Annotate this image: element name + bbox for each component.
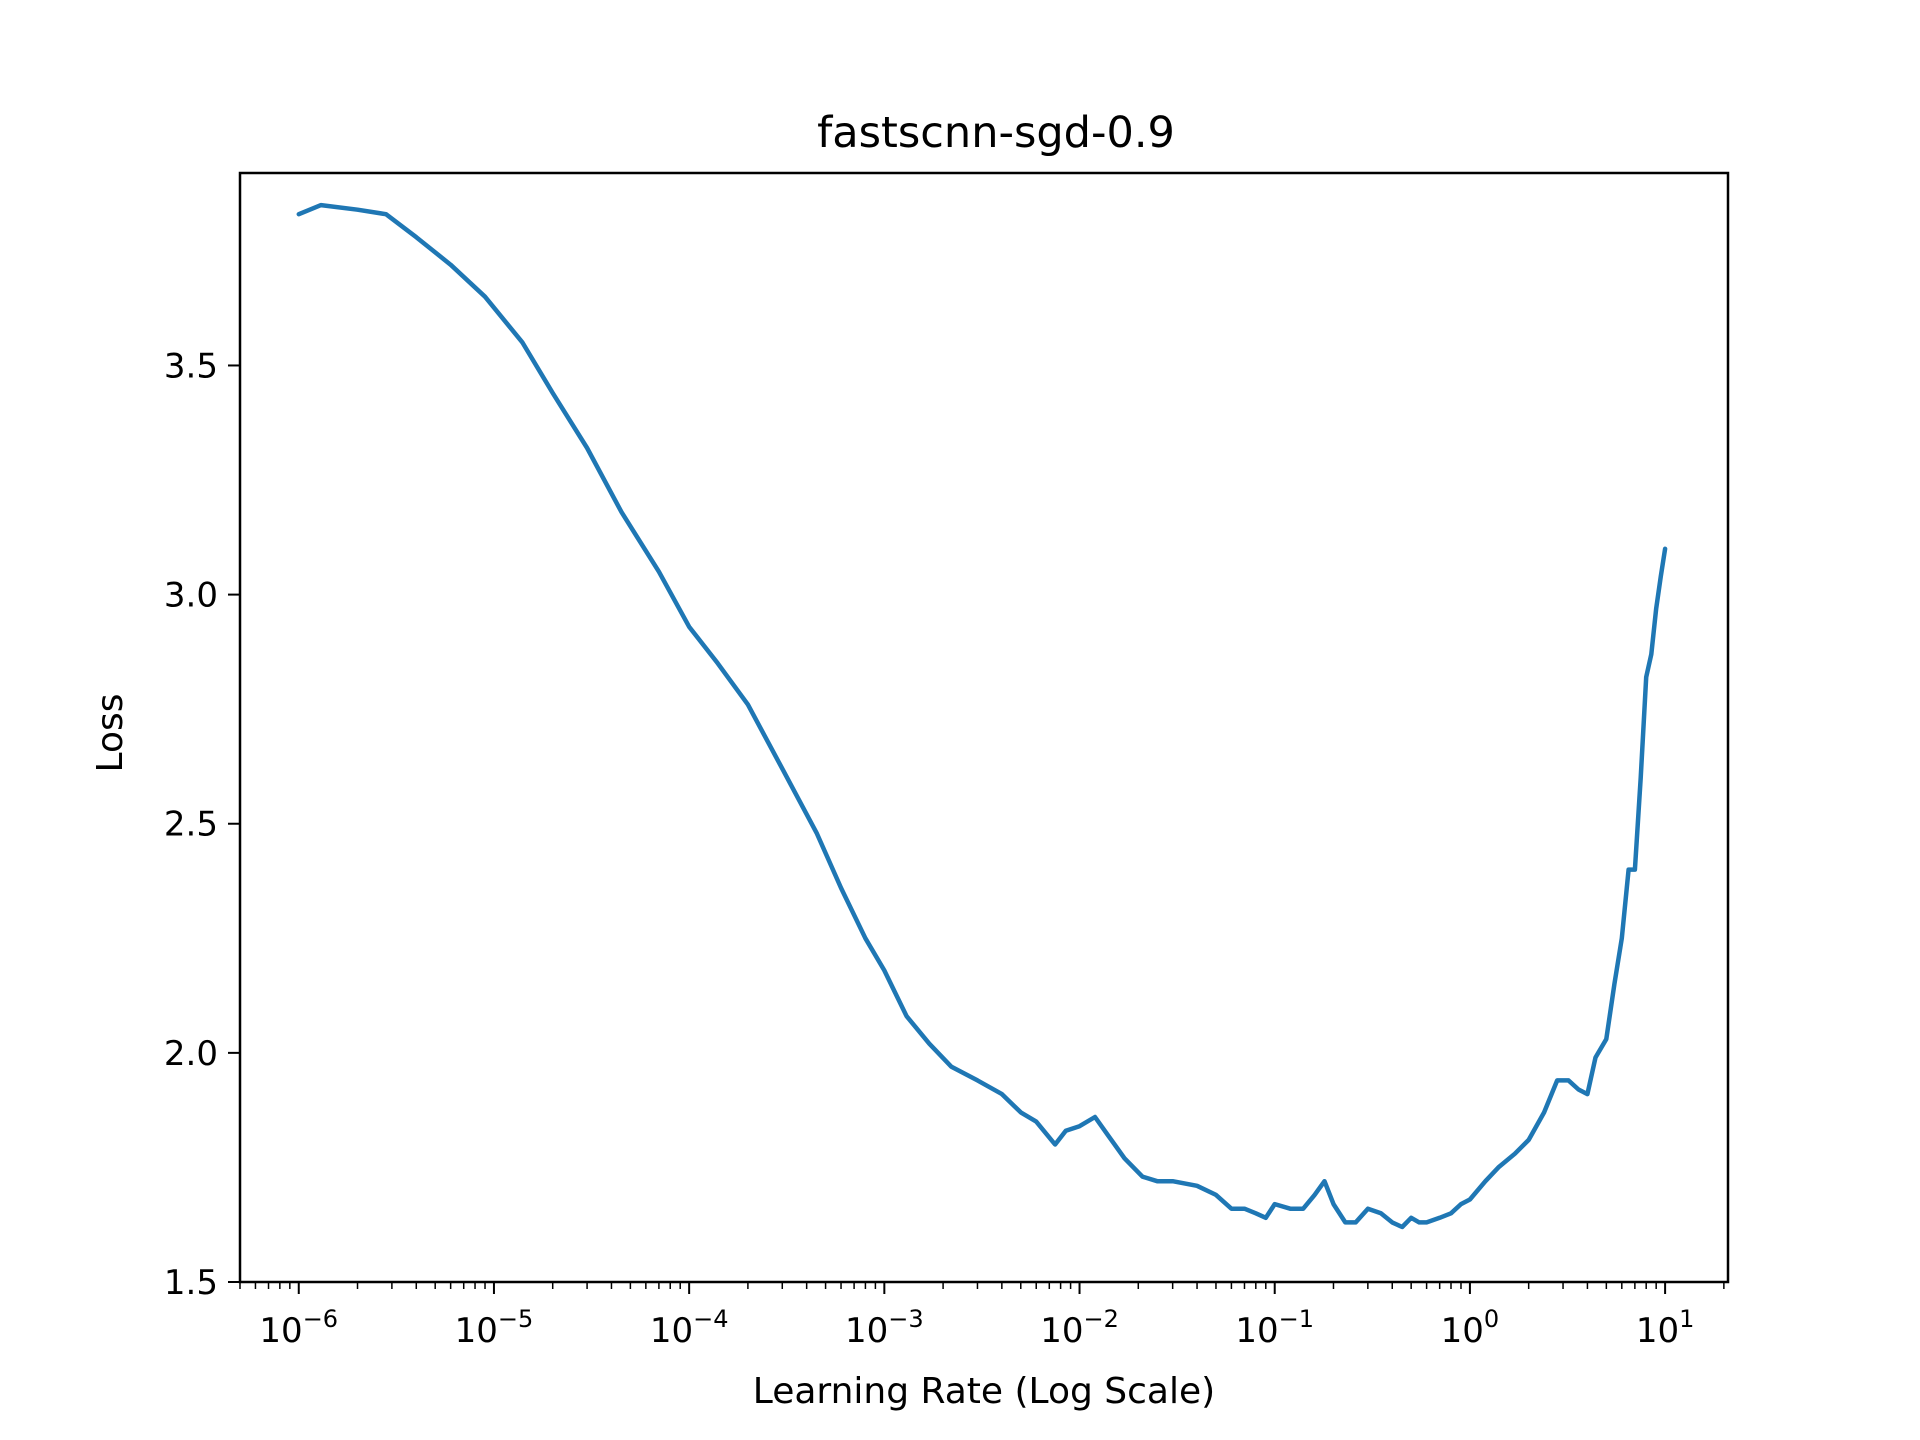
x-tick-label: 10−5 bbox=[455, 1305, 534, 1351]
x-tick-label: 100 bbox=[1441, 1305, 1500, 1351]
y-axis: 1.5 2.0 2.5 3.0 3.5 bbox=[164, 346, 240, 1303]
y-tick-label: 3.0 bbox=[164, 576, 218, 616]
x-tick-label: 10−3 bbox=[845, 1305, 924, 1351]
chart-title: fastscnn-sgd-0.9 bbox=[817, 108, 1175, 158]
x-axis: 10−6 10−5 10−4 10−3 10−2 10−1 100 101 bbox=[239, 1282, 1725, 1351]
x-tick-label: 10−6 bbox=[259, 1305, 338, 1351]
y-tick-label: 2.5 bbox=[164, 805, 218, 845]
y-tick-label: 2.0 bbox=[164, 1034, 218, 1074]
y-axis-label: Loss bbox=[90, 694, 131, 773]
y-tick-label: 1.5 bbox=[164, 1263, 218, 1303]
x-tick-label: 10−4 bbox=[650, 1305, 729, 1351]
plot-frame bbox=[238, 171, 1730, 1284]
y-tick-label: 3.5 bbox=[164, 346, 218, 386]
x-tick-label: 101 bbox=[1636, 1305, 1695, 1351]
x-axis-label: Learning Rate (Log Scale) bbox=[753, 1371, 1215, 1412]
x-tick-label: 10−2 bbox=[1040, 1305, 1119, 1351]
line-layer bbox=[296, 202, 1668, 1230]
x-tick-label: 10−1 bbox=[1235, 1305, 1314, 1351]
series-line-0 bbox=[296, 202, 1668, 1230]
